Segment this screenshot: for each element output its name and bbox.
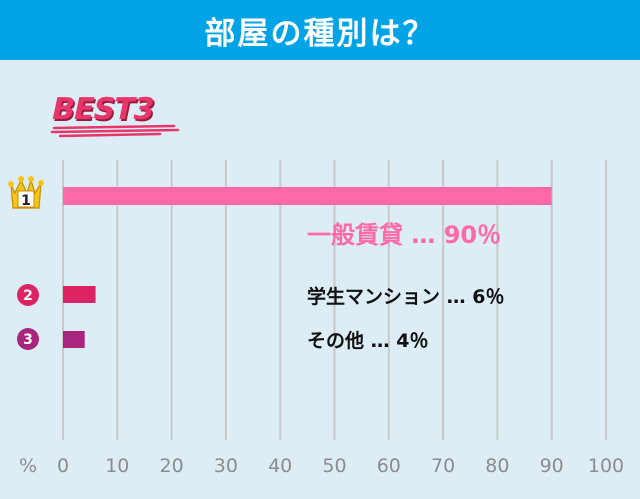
best3-underline	[50, 124, 180, 138]
x-tick-label: 10	[105, 455, 129, 477]
x-tick-label: 0	[57, 455, 69, 477]
rank-number: 2	[23, 288, 33, 304]
rank-number: 3	[23, 332, 33, 348]
rank-badge-2	[17, 284, 39, 306]
x-axis-label: %	[19, 455, 37, 477]
bar-2	[63, 286, 96, 303]
x-tick-label: 100	[588, 455, 624, 477]
x-tick-label: 90	[540, 455, 564, 477]
crown-jewel	[18, 176, 24, 182]
x-tick-label: 60	[377, 455, 401, 477]
x-tick-label: 30	[214, 455, 238, 477]
data-label-2: 学生マンション … 6％	[307, 285, 504, 308]
best3-badge: BEST3	[48, 90, 190, 140]
bar-1	[63, 187, 552, 205]
rank-number: 1	[21, 193, 31, 209]
x-tick-label: 40	[268, 455, 292, 477]
crown-jewel	[8, 181, 14, 187]
page-title: 部屋の種別は？	[204, 15, 436, 52]
x-tick-label: 80	[485, 455, 509, 477]
data-label-1: 一般賃貸 … 90％	[307, 221, 501, 249]
x-tick-label: 70	[431, 455, 455, 477]
crown-jewel	[38, 180, 44, 186]
x-tick-label: 20	[160, 455, 184, 477]
header-bar: 部屋の種別は？	[0, 0, 640, 60]
data-label-3: その他 … 4％	[307, 329, 428, 352]
crown-jewel	[28, 176, 34, 182]
rank-badge-3	[17, 328, 39, 350]
x-tick-label: 50	[322, 455, 346, 477]
bar-3	[63, 331, 85, 348]
rank-box	[17, 190, 35, 208]
